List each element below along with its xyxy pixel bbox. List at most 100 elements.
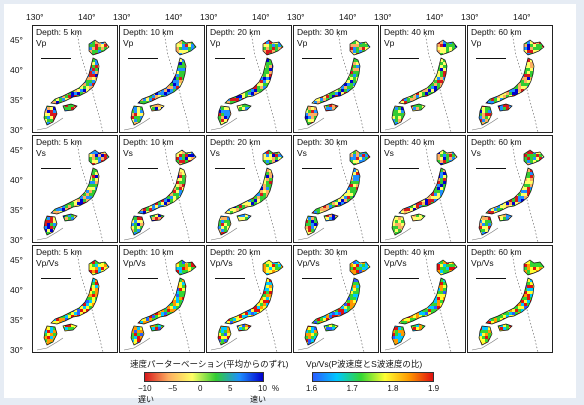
parameter-label: Vs (210, 148, 220, 158)
velocity-colorbar (144, 372, 264, 382)
parameter-label: Vp (297, 38, 307, 48)
depth-label: Depth: 30 km (297, 137, 348, 147)
longitude-tick-label: 140° (78, 12, 96, 22)
latitude-tick-label: 30° (10, 235, 23, 245)
depth-label: Depth: 10 km (123, 247, 174, 257)
parameter-label: Vp/Vs (123, 258, 146, 268)
colorbar-tick-label: −5 (168, 384, 177, 393)
scale-bar (302, 278, 332, 279)
depth-label: Depth: 5 km (36, 27, 82, 37)
longitude-tick-label: 130° (26, 12, 44, 22)
colorbar-tick-label: 1.8 (387, 384, 398, 393)
depth-label: Depth: 40 km (384, 137, 435, 147)
scale-bar (41, 58, 71, 59)
colorbar-tick-label: 5 (228, 384, 232, 393)
scale-bar (302, 168, 332, 169)
depth-label: Depth: 20 km (210, 137, 261, 147)
parameter-label: Vp/Vs (210, 258, 233, 268)
depth-label: Depth: 20 km (210, 27, 261, 37)
longitude-tick-label: 140° (513, 12, 531, 22)
depth-label: Depth: 10 km (123, 137, 174, 147)
scale-bar (389, 58, 419, 59)
scale-bar (476, 278, 506, 279)
scale-bar (302, 58, 332, 59)
scale-bar (41, 168, 71, 169)
longitude-tick-label: 130° (461, 12, 479, 22)
depth-label: Depth: 60 km (471, 247, 522, 257)
scale-bar (128, 168, 158, 169)
longitude-tick-label: 130° (200, 12, 218, 22)
latitude-tick-label: 35° (10, 95, 23, 105)
scale-bar (41, 278, 71, 279)
parameter-label: Vp/Vs (384, 258, 407, 268)
depth-label: Depth: 20 km (210, 247, 261, 257)
longitude-tick-label: 130° (113, 12, 131, 22)
colorbar-tick-label: 1.9 (428, 384, 439, 393)
scale-bar (389, 168, 419, 169)
latitude-tick-label: 40° (10, 175, 23, 185)
longitude-tick-label: 140° (426, 12, 444, 22)
colorbar-tick-label: 10 (258, 384, 267, 393)
parameter-label: Vs (123, 148, 133, 158)
depth-label: Depth: 10 km (123, 27, 174, 37)
latitude-tick-label: 40° (10, 285, 23, 295)
depth-label: Depth: 5 km (36, 247, 82, 257)
longitude-tick-label: 140° (165, 12, 183, 22)
scale-bar (215, 278, 245, 279)
scale-bar (476, 58, 506, 59)
longitude-tick-label: 130° (287, 12, 305, 22)
scale-bar (476, 168, 506, 169)
colorbar-tick-label: 0 (198, 384, 202, 393)
parameter-label: Vs (36, 148, 46, 158)
depth-label: Depth: 60 km (471, 137, 522, 147)
scale-bar (389, 278, 419, 279)
depth-label: Depth: 60 km (471, 27, 522, 37)
velocity-colorbar-title: 速度パーターベーション(平均からのずれ) (130, 358, 289, 370)
parameter-label: Vp (384, 38, 394, 48)
parameter-label: Vp/Vs (36, 258, 59, 268)
figure-frame: 130° 140° 130° 140° 130° 140° 130° 140° 130° 140°… (4, 4, 576, 398)
parameter-label: Vp (210, 38, 220, 48)
depth-label: Depth: 30 km (297, 27, 348, 37)
latitude-tick-label: 35° (10, 315, 23, 325)
parameter-label: Vp (36, 38, 46, 48)
latitude-tick-label: 40° (10, 65, 23, 75)
latitude-tick-label: 30° (10, 345, 23, 355)
latitude-tick-label: 45° (10, 35, 23, 45)
parameter-label: Vp/Vs (297, 258, 320, 268)
colorbar-tick-label: 1.7 (347, 384, 358, 393)
latitude-tick-label: 35° (10, 205, 23, 215)
ratio-colorbar (312, 372, 434, 382)
longitude-tick-label: 140° (252, 12, 270, 22)
colorbar-tick-label: −10 (138, 384, 152, 393)
parameter-label: Vs (471, 148, 481, 158)
latitude-tick-label: 45° (10, 255, 23, 265)
fast-label: 速い (250, 394, 266, 405)
colorbar-tick-label: 1.6 (306, 384, 317, 393)
scale-bar (215, 168, 245, 169)
depth-label: Depth: 5 km (36, 137, 82, 147)
depth-label: Depth: 40 km (384, 27, 435, 37)
ratio-colorbar-title: Vp/Vs(P波速度とS波速度の比) (306, 358, 422, 370)
scale-bar (128, 278, 158, 279)
depth-label: Depth: 40 km (384, 247, 435, 257)
longitude-tick-label: 140° (339, 12, 357, 22)
parameter-label: Vp (471, 38, 481, 48)
velocity-unit-label: % (272, 384, 279, 393)
slow-label: 遅い (138, 394, 154, 405)
